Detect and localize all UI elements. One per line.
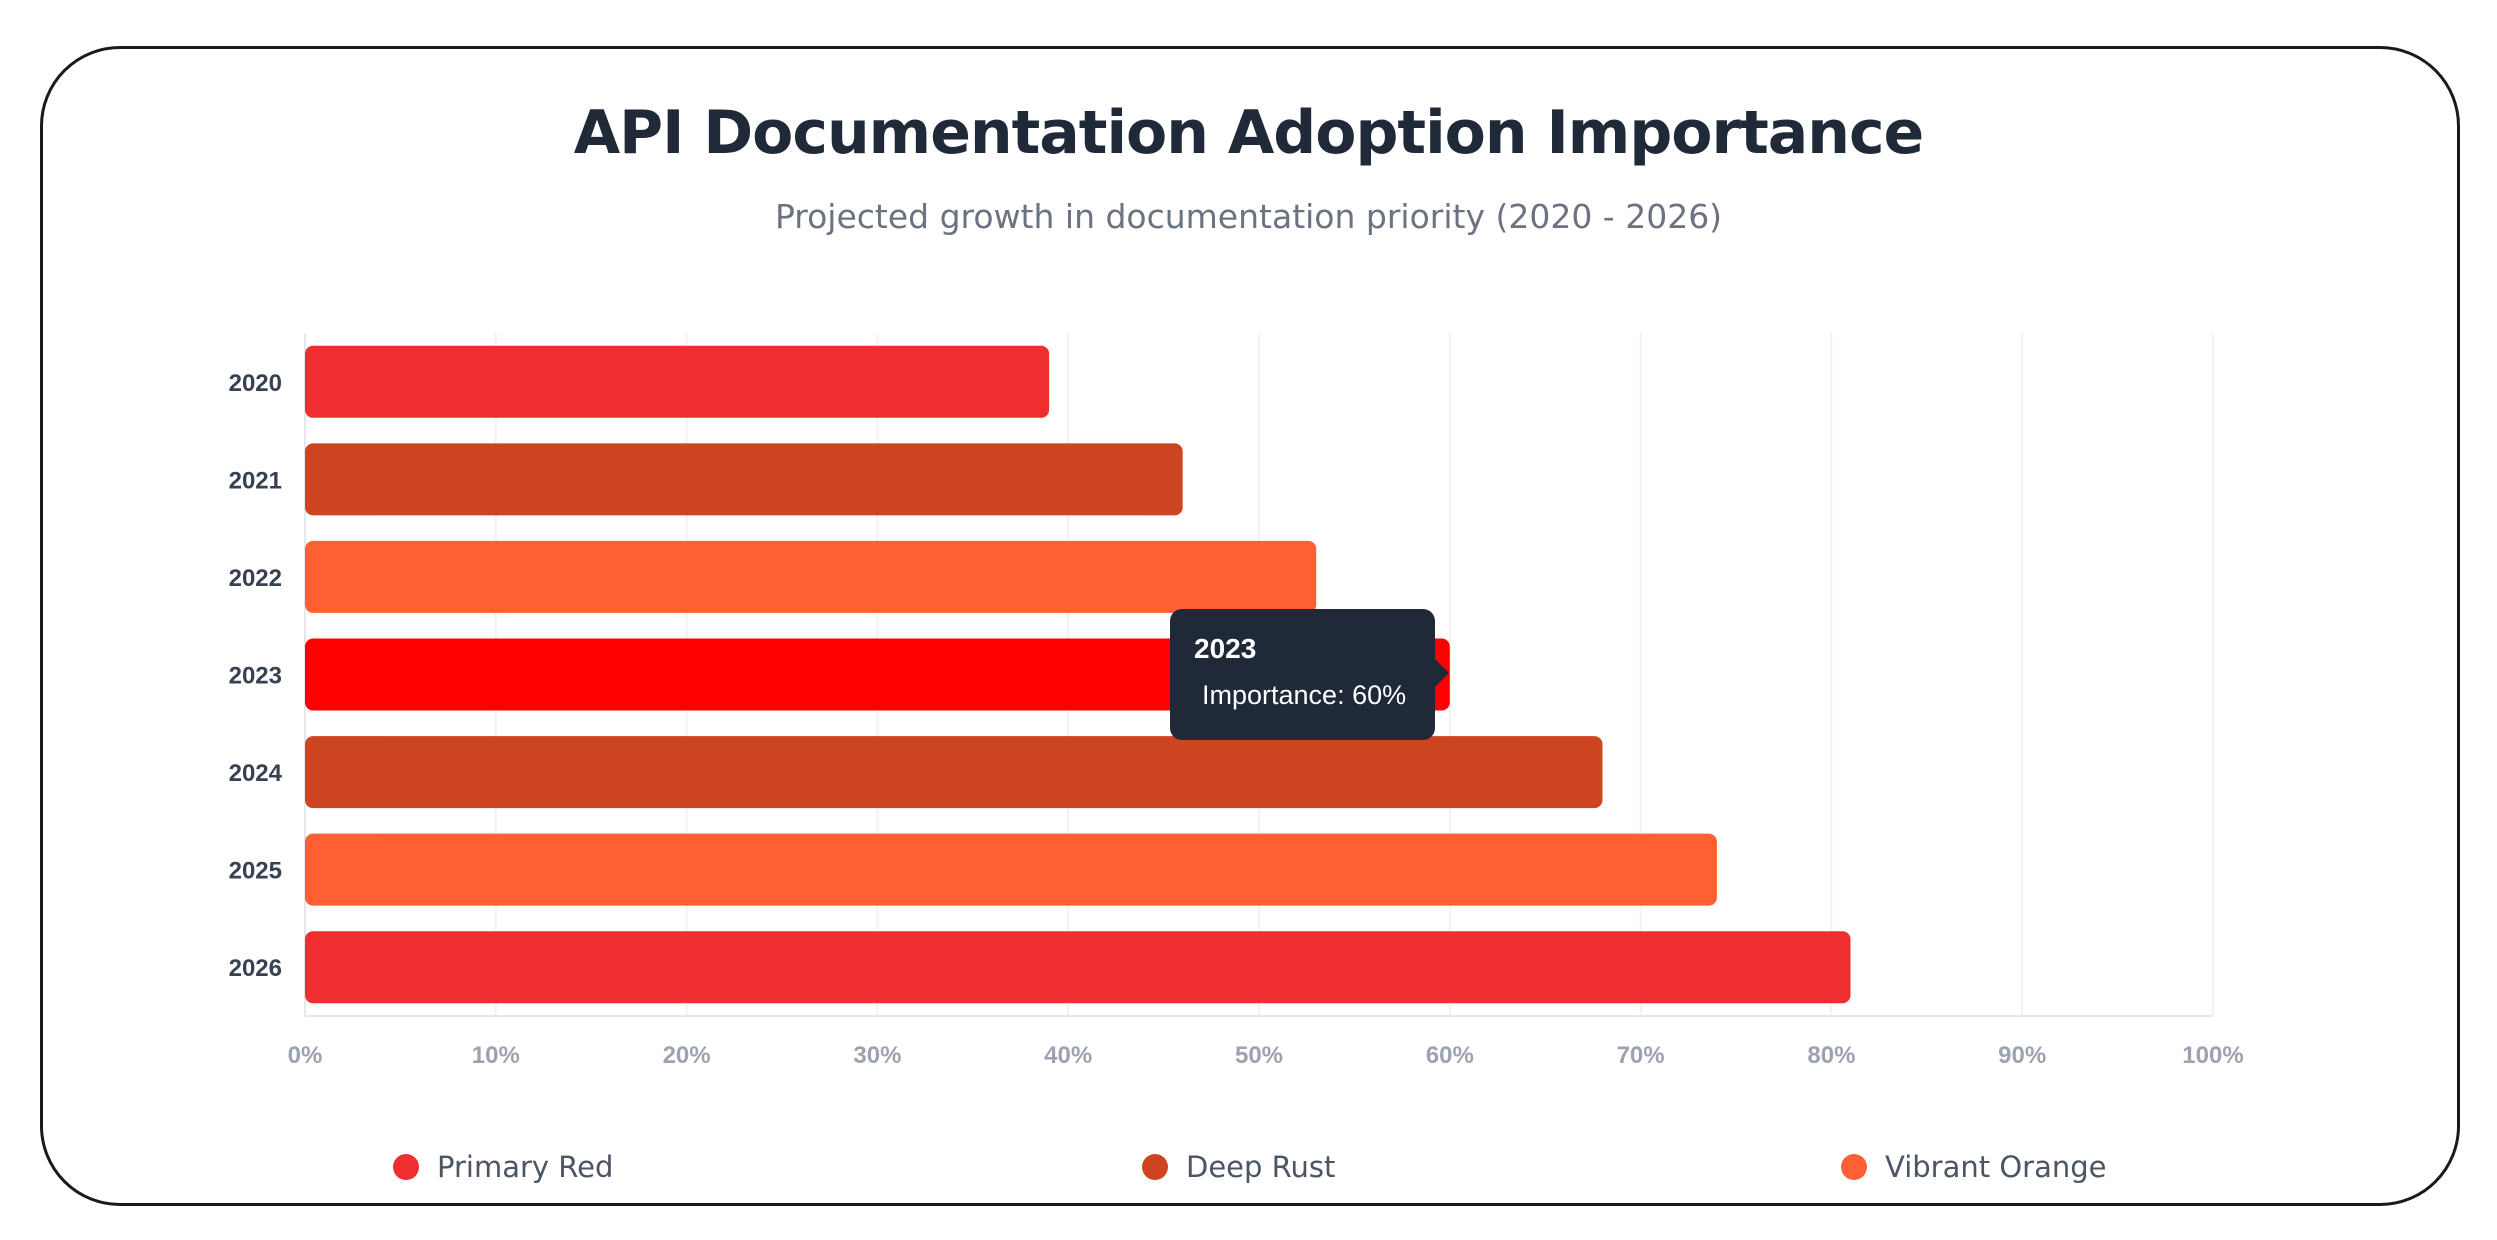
- legend-item-vibrant-orange[interactable]: Vibrant Orange: [1841, 1147, 2106, 1187]
- bar-2022[interactable]: [305, 540, 1317, 613]
- legend-swatch: [1142, 1154, 1168, 1180]
- x-tick-label: 60%: [1426, 1042, 1474, 1069]
- bar-2021[interactable]: [305, 443, 1183, 516]
- x-tick-label: 70%: [1617, 1042, 1665, 1069]
- bar-2025[interactable]: [305, 833, 1717, 906]
- x-tick-label: 100%: [2182, 1042, 2243, 1069]
- chart-subtitle: Projected growth in documentation priori…: [774, 197, 1723, 236]
- legend-item-deep-rust[interactable]: Deep Rust: [1142, 1147, 1335, 1187]
- y-tick-label: 2026: [229, 955, 282, 982]
- legend-label: Vibrant Orange: [1885, 1150, 2107, 1184]
- legend-item-primary-red[interactable]: Primary Red: [393, 1147, 613, 1187]
- legend-label: Primary Red: [437, 1150, 614, 1184]
- x-tick-label: 50%: [1235, 1042, 1283, 1069]
- y-tick-label: 2022: [229, 565, 282, 592]
- tooltip-pointer: [1435, 659, 1449, 687]
- x-tick-label: 40%: [1044, 1042, 1092, 1069]
- tooltip-title: 2023: [1194, 633, 1257, 664]
- legend-swatch: [393, 1154, 419, 1180]
- x-tick-label: 80%: [1807, 1042, 1855, 1069]
- bars: [305, 345, 1851, 1004]
- x-axis-ticks: 0% 10% 20% 30% 40% 50% 60% 70% 80% 90% 100%: [288, 1042, 2244, 1069]
- y-tick-label: 2023: [229, 663, 282, 690]
- bar-tooltip: 2023 Importance: 60%: [1170, 609, 1449, 740]
- bar-2024[interactable]: [305, 736, 1603, 809]
- y-axis-ticks: 2020 2021 2022 2023 2024 2025 2026: [229, 370, 283, 982]
- chart-title: API Documentation Adoption Importance: [573, 98, 1924, 168]
- x-tick-label: 10%: [472, 1042, 520, 1069]
- y-tick-label: 2021: [229, 467, 282, 494]
- y-tick-label: 2024: [229, 760, 283, 787]
- bar-2023[interactable]: [305, 638, 1450, 711]
- y-tick-label: 2025: [229, 858, 282, 885]
- x-tick-label: 30%: [853, 1042, 901, 1069]
- legend-label: Deep Rust: [1186, 1150, 1336, 1184]
- x-tick-label: 90%: [1998, 1042, 2046, 1069]
- x-tick-label: 0%: [288, 1042, 323, 1069]
- x-tick-label: 20%: [663, 1042, 711, 1069]
- tooltip-body: Importance: 60%: [1202, 680, 1407, 710]
- legend-swatch: [1841, 1154, 1867, 1180]
- bar-2026[interactable]: [305, 931, 1851, 1004]
- y-tick-label: 2020: [229, 370, 282, 397]
- bar-2020[interactable]: [305, 345, 1050, 418]
